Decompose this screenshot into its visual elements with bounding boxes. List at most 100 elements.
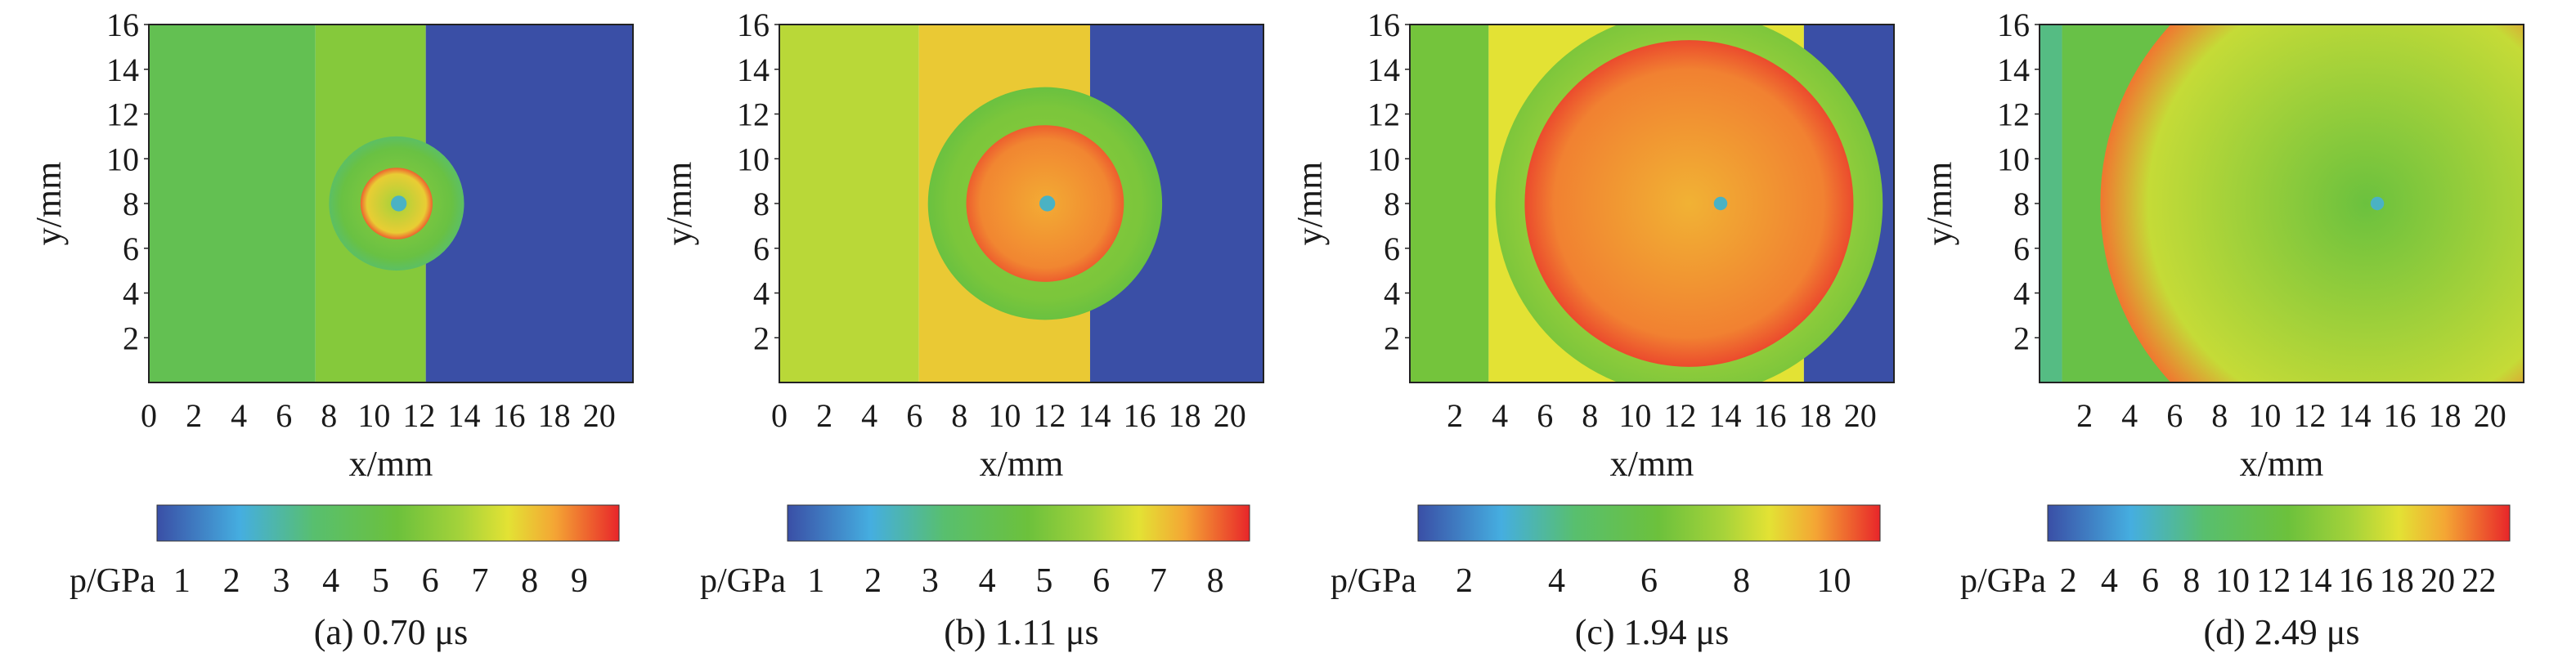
x-tick-label: 6	[276, 397, 292, 434]
colorbar-tick-label: 20	[2421, 562, 2455, 600]
colorbar: p/GPa 2 4 6 8 10 12 14 16 18 20 22	[1960, 504, 2511, 600]
pressure-field	[149, 25, 633, 382]
y-tick-label: 6	[2013, 230, 2030, 267]
colorbar-tick-label: 7	[471, 562, 488, 600]
y-tick-label: 6	[123, 230, 139, 267]
x-tick-label: 14	[1078, 397, 1111, 434]
colorbar-gradient	[2047, 504, 2511, 542]
x-tick-label: 16	[1124, 397, 1156, 434]
colorbar-tick-label: 12	[2256, 562, 2291, 600]
x-tick-label: 12	[1663, 397, 1696, 434]
y-tick-label: 8	[753, 186, 770, 222]
y-tick-label: 16	[1367, 7, 1400, 43]
y-tick-label: 14	[1997, 51, 2030, 88]
colorbar-tick-label: 1	[173, 562, 191, 600]
y-tick-label: 4	[2013, 275, 2030, 312]
colorbar-tick-label: 2	[864, 562, 882, 600]
x-tick-label: 2	[186, 397, 202, 434]
colorbar-gradient	[156, 504, 620, 542]
y-tick-label: 2	[753, 320, 770, 356]
x-tick-label: 8	[951, 397, 967, 434]
colorbar-gradient	[787, 504, 1250, 542]
x-tick-label: 16	[1754, 397, 1787, 434]
colorbar-tick-label: 4	[979, 562, 996, 600]
pressure-field	[1410, 25, 1894, 382]
y-tick-label: 10	[106, 141, 139, 177]
colorbar-label: p/GPa	[70, 562, 155, 600]
y-tick-label: 4	[123, 275, 139, 312]
y-tick-label: 12	[737, 96, 770, 133]
x-tick-label: 8	[2211, 397, 2228, 434]
x-tick-label: 16	[2384, 397, 2417, 434]
x-tick-label: 4	[1492, 397, 1508, 434]
y-tick-label: 8	[123, 186, 139, 222]
x-axis-label: x/mm	[1610, 444, 1694, 484]
x-tick-label: 4	[861, 397, 877, 434]
colorbar-label: p/GPa	[1960, 562, 2046, 600]
y-tick-label: 10	[1367, 141, 1400, 177]
colorbar: p/GPa 1 2 3 4 5 6 7 8	[700, 504, 1250, 600]
y-axis-label: y/mm	[1919, 162, 1959, 246]
colorbar-tick-label: 2	[223, 562, 240, 600]
y-tick-label: 16	[106, 7, 139, 43]
x-tick-label: 16	[493, 397, 526, 434]
colorbar-tick-label: 10	[2215, 562, 2250, 600]
colorbar-tick-label: 5	[1035, 562, 1052, 600]
y-tick-label: 4	[753, 275, 770, 312]
y-tick-label: 6	[1384, 230, 1400, 267]
x-tick-label: 4	[2121, 397, 2138, 434]
colorbar-tick-label: 4	[2101, 562, 2118, 600]
colorbar-tick-label: 10	[1817, 562, 1851, 600]
x-tick-label: 8	[1582, 397, 1598, 434]
colorbar-tick-label: 1	[807, 562, 824, 600]
y-tick-label: 6	[753, 230, 770, 267]
cavity	[1713, 196, 1728, 211]
x-tick-label: 2	[1447, 397, 1463, 434]
cavity	[2370, 196, 2385, 211]
colorbar-tick-label: 8	[1733, 562, 1750, 600]
colorbar-tick-label: 5	[372, 562, 389, 600]
x-tick-label: 18	[538, 397, 571, 434]
colorbar-label: p/GPa	[1331, 562, 1416, 600]
x-tick-label: 10	[988, 397, 1021, 434]
y-tick-label: 8	[1384, 186, 1400, 222]
y-tick-label: 12	[106, 96, 139, 133]
y-tick-label: 16	[1997, 7, 2030, 43]
x-tick-label: 18	[1799, 397, 1832, 434]
x-tick-label: 12	[1033, 397, 1066, 434]
pressure-field	[779, 25, 1263, 382]
wave-front	[2100, 25, 2524, 382]
x-tick-label: 4	[231, 397, 247, 434]
x-tick-label: 6	[1537, 397, 1553, 434]
colorbar-tick-label: 18	[2380, 562, 2414, 600]
x-tick-label: 0	[771, 397, 788, 434]
y-tick-label: 2	[123, 320, 139, 356]
x-tick-label: 8	[321, 397, 337, 434]
colorbar-tick-label: 4	[322, 562, 339, 600]
colorbar-tick-label: 6	[422, 562, 439, 600]
panel-caption: (d) 2.49 μs	[2203, 612, 2359, 652]
x-tick-label: 10	[1618, 397, 1651, 434]
colorbar-label: p/GPa	[700, 562, 786, 600]
colorbar-tick-label: 6	[1640, 562, 1658, 600]
x-tick-label: 20	[1214, 397, 1246, 434]
y-tick-label: 14	[737, 51, 770, 88]
colorbar-tick-label: 22	[2462, 562, 2496, 600]
y-tick-label: 8	[2013, 186, 2030, 222]
y-axis-label: y/mm	[659, 162, 699, 246]
y-tick-label: 2	[2013, 320, 2030, 356]
y-tick-label: 10	[737, 141, 770, 177]
x-tick-label: 14	[447, 397, 480, 434]
wave-front	[1524, 40, 1854, 367]
colorbar-gradient	[1417, 504, 1881, 542]
colorbar-tick-label: 2	[2060, 562, 2077, 600]
panel-caption: (b) 1.11 μs	[944, 612, 1098, 652]
x-tick-label: 20	[2474, 397, 2506, 434]
colorbar-tick-label: 6	[1093, 562, 1110, 600]
colorbar-tick-label: 16	[2339, 562, 2373, 600]
